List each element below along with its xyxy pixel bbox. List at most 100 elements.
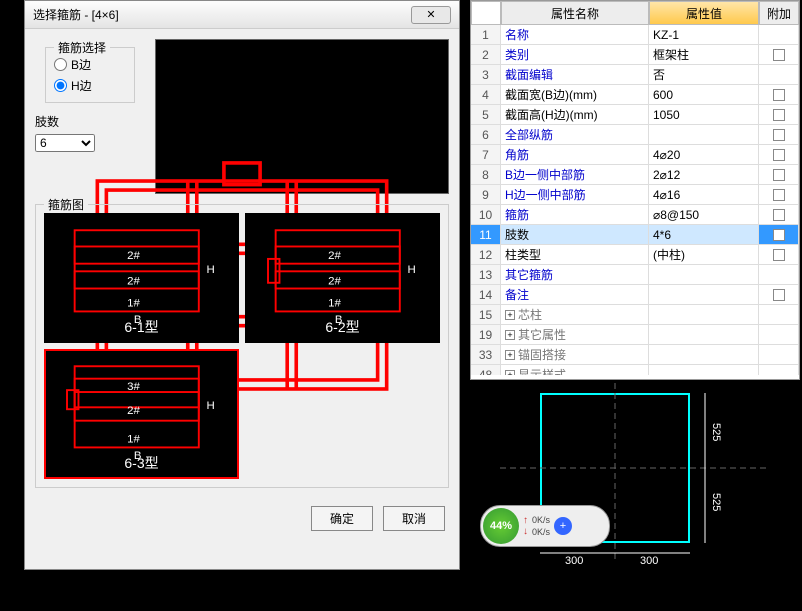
- stirrup-preview-main: [155, 39, 449, 194]
- prop-add[interactable]: [759, 285, 799, 304]
- prop-value[interactable]: ⌀8@150: [649, 205, 759, 224]
- prop-value[interactable]: 4*6: [649, 225, 759, 244]
- prop-value[interactable]: 框架柱: [649, 45, 759, 64]
- svg-text:3#: 3#: [127, 381, 140, 393]
- prop-name: 肢数: [501, 225, 649, 244]
- prop-name: +锚固搭接: [501, 345, 649, 364]
- prop-add[interactable]: [759, 205, 799, 224]
- dim-h1: 525: [710, 423, 722, 441]
- prop-add[interactable]: [759, 65, 799, 84]
- svg-text:1#: 1#: [127, 434, 140, 446]
- stirrup-type-6-2[interactable]: 2# 2# 1# H B 6-2型: [245, 213, 440, 343]
- row-number: 10: [471, 205, 501, 224]
- property-row-group[interactable]: 19+其它属性: [471, 325, 799, 345]
- prop-value[interactable]: KZ-1: [649, 25, 759, 44]
- header-add[interactable]: 附加: [759, 1, 799, 25]
- property-row[interactable]: 4截面宽(B边)(mm)600: [471, 85, 799, 105]
- property-row[interactable]: 3截面编辑否: [471, 65, 799, 85]
- header-name[interactable]: 属性名称: [501, 1, 649, 25]
- svg-text:1#: 1#: [127, 298, 140, 310]
- row-number: 5: [471, 105, 501, 124]
- speed-add-icon[interactable]: +: [554, 517, 572, 535]
- stirrup-type-6-3[interactable]: 3# 2# 1# H B 6-3型: [44, 349, 239, 479]
- prop-add[interactable]: [759, 85, 799, 104]
- expand-icon[interactable]: +: [505, 350, 515, 360]
- property-row[interactable]: 9H边一侧中部筋4⌀16: [471, 185, 799, 205]
- prop-add[interactable]: [759, 145, 799, 164]
- svg-text:H: H: [206, 400, 214, 412]
- row-number: 11: [471, 225, 501, 244]
- prop-value[interactable]: (中柱): [649, 245, 759, 264]
- property-header: 属性名称 属性值 附加: [471, 1, 799, 25]
- prop-value[interactable]: 4⌀20: [649, 145, 759, 164]
- prop-add[interactable]: [759, 265, 799, 284]
- prop-value[interactable]: 600: [649, 85, 759, 104]
- row-number: 2: [471, 45, 501, 64]
- prop-add[interactable]: [759, 25, 799, 44]
- prop-name: 柱类型: [501, 245, 649, 264]
- prop-value[interactable]: 否: [649, 65, 759, 84]
- dim-h2: 525: [710, 493, 722, 511]
- prop-name: 备注: [501, 285, 649, 304]
- stirrup-diagram-group: 箍筋图 2# 2# 1# H B 6-1型: [35, 204, 449, 488]
- property-row[interactable]: 13其它箍筋: [471, 265, 799, 285]
- property-row[interactable]: 10箍筋⌀8@150: [471, 205, 799, 225]
- row-number: 12: [471, 245, 501, 264]
- prop-add[interactable]: [759, 125, 799, 144]
- svg-text:H: H: [206, 264, 214, 276]
- property-row[interactable]: 7角筋4⌀20: [471, 145, 799, 165]
- property-row[interactable]: 5截面高(H边)(mm)1050: [471, 105, 799, 125]
- prop-name: 截面编辑: [501, 65, 649, 84]
- property-row[interactable]: 1名称KZ-1: [471, 25, 799, 45]
- row-number: 9: [471, 185, 501, 204]
- property-row-group[interactable]: 33+锚固搭接: [471, 345, 799, 365]
- prop-name: +其它属性: [501, 325, 649, 344]
- network-speed-widget[interactable]: 44% ↑↓ 0K/s0K/s +: [480, 505, 610, 547]
- property-row[interactable]: 2类别框架柱: [471, 45, 799, 65]
- row-number: 19: [471, 325, 501, 344]
- prop-add[interactable]: [759, 245, 799, 264]
- prop-value[interactable]: 1050: [649, 105, 759, 124]
- prop-add[interactable]: [759, 185, 799, 204]
- prop-value[interactable]: [649, 125, 759, 144]
- stirrup-dialog: 选择箍筋 - [4×6] ✕ 箍筋选择 B边 H边 肢数 6: [24, 0, 460, 570]
- type-label: 6-3型: [124, 453, 158, 473]
- type-label: 6-1型: [124, 317, 158, 337]
- header-value[interactable]: 属性值: [649, 1, 759, 25]
- stirrup-type-6-1[interactable]: 2# 2# 1# H B 6-1型: [44, 213, 239, 343]
- property-row[interactable]: 14备注: [471, 285, 799, 305]
- group-title-tu: 箍筋图: [44, 196, 88, 213]
- row-number: 15: [471, 305, 501, 324]
- row-number: 1: [471, 25, 501, 44]
- property-body[interactable]: 1名称KZ-12类别框架柱3截面编辑否4截面宽(B边)(mm)6005截面高(H…: [471, 25, 799, 375]
- property-row[interactable]: 12柱类型(中柱): [471, 245, 799, 265]
- prop-value[interactable]: 4⌀16: [649, 185, 759, 204]
- property-row-group[interactable]: 48+显示样式: [471, 365, 799, 375]
- property-row[interactable]: 11肢数4*6: [471, 225, 799, 245]
- prop-name: 类别: [501, 45, 649, 64]
- prop-name: 箍筋: [501, 205, 649, 224]
- prop-value[interactable]: [649, 285, 759, 304]
- prop-value[interactable]: [649, 265, 759, 284]
- property-row-group[interactable]: 15+芯柱: [471, 305, 799, 325]
- property-row[interactable]: 8B边一侧中部筋2⌀12: [471, 165, 799, 185]
- property-row[interactable]: 6全部纵筋: [471, 125, 799, 145]
- speed-arrows: ↑↓: [523, 515, 528, 537]
- prop-add[interactable]: [759, 225, 799, 244]
- prop-add[interactable]: [759, 45, 799, 64]
- prop-name: 全部纵筋: [501, 125, 649, 144]
- section-view: 300 300 525 525: [470, 383, 800, 578]
- row-number: 4: [471, 85, 501, 104]
- prop-name: 角筋: [501, 145, 649, 164]
- expand-icon[interactable]: +: [505, 370, 515, 376]
- expand-icon[interactable]: +: [505, 330, 515, 340]
- expand-icon[interactable]: +: [505, 310, 515, 320]
- row-number: 7: [471, 145, 501, 164]
- prop-name: +芯柱: [501, 305, 649, 324]
- svg-text:1#: 1#: [328, 298, 341, 310]
- row-number: 3: [471, 65, 501, 84]
- prop-add[interactable]: [759, 105, 799, 124]
- prop-add[interactable]: [759, 165, 799, 184]
- prop-name: 截面宽(B边)(mm): [501, 85, 649, 104]
- prop-value[interactable]: 2⌀12: [649, 165, 759, 184]
